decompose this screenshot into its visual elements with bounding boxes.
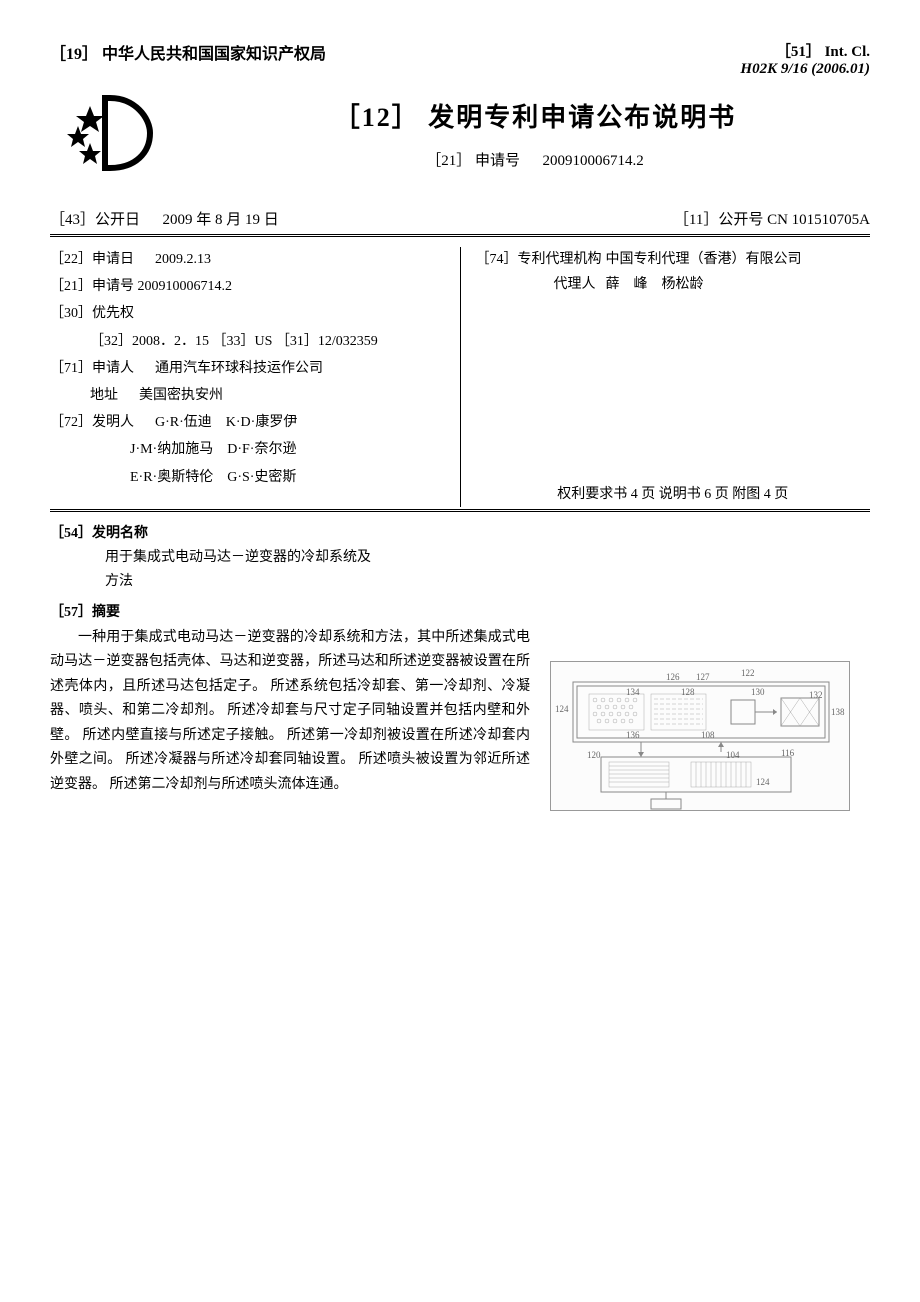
- app-num-value-2: 200910006714.2: [138, 279, 233, 294]
- address-row: 地址 美国密执安州: [50, 383, 445, 408]
- pub-date-value: 2009 年 8 月 19 日: [163, 212, 279, 228]
- biblio-right-column: ［74］专利代理机构 中国专利代理（香港）有限公司 代理人 薛 峰 杨松龄 权利…: [461, 247, 871, 507]
- inventor-row-3: E·R·奥斯特伦 G·S·史密斯: [50, 465, 445, 490]
- divider-bottom: [50, 509, 870, 512]
- invention-title-line1: 用于集成式电动马达－逆变器的冷却系统及: [50, 546, 870, 570]
- section-54-label: ［54］发明名称: [50, 522, 870, 546]
- doc-type-title: 发明专利申请公布说明书: [428, 103, 736, 132]
- section-54: ［54］发明名称 用于集成式电动马达－逆变器的冷却系统及 方法: [50, 522, 870, 593]
- fig-label-136: 136: [626, 730, 640, 740]
- biblio-left-column: ［22］申请日 2009.2.13 ［21］申请号 200910006714.2…: [50, 247, 460, 507]
- inventor-label: ［72］发明人: [50, 415, 134, 430]
- sipo-logo: [50, 88, 170, 178]
- priority-32: ［32］2008．2．15: [90, 334, 209, 349]
- header-row: ［19］ 中华人民共和国国家知识产权局 ［51］ Int. Cl. H02K 9…: [50, 40, 870, 78]
- pub-date-label: ［43］公开日: [50, 212, 140, 228]
- filing-date-label: ［22］申请日: [50, 252, 134, 267]
- int-cl-label: ［51］ Int. Cl.: [740, 40, 870, 61]
- page-counts: 权利要求书 4 页 说明书 6 页 附图 4 页: [476, 442, 871, 507]
- section-57: ［57］摘要 一种用于集成式电动马达－逆变器的冷却系统和方法，其中所述集成式电动…: [50, 601, 870, 811]
- publication-row: ［43］公开日 2009 年 8 月 19 日 ［11］公开号 CN 10151…: [50, 208, 870, 229]
- section-57-label: ［57］摘要: [50, 601, 530, 626]
- inventors-1: G·R·伍迪 K·D·康罗伊: [155, 415, 297, 430]
- authority-code: ［19］: [50, 46, 98, 63]
- agency-label: ［74］专利代理机构: [476, 247, 606, 272]
- fig-label-126: 126: [666, 672, 680, 682]
- priority-31: ［31］12/032359: [276, 334, 378, 349]
- applicant-row: ［71］申请人 通用汽车环球科技运作公司: [50, 356, 445, 381]
- patent-figure: 122 126 127 134 128 130 132 138 124 136 …: [550, 661, 850, 811]
- pub-number-value: CN 101510705A: [767, 212, 870, 228]
- app-num-label-2: ［21］申请号: [50, 279, 134, 294]
- inventors-2: J·M·纳加施马 D·F·奈尔逊: [130, 442, 296, 457]
- agent-label: 代理人: [476, 272, 606, 297]
- figure-container: 122 126 127 134 128 130 132 138 124 136 …: [550, 601, 870, 811]
- app-num-value: 200910006714.2: [543, 153, 644, 169]
- pub-date: ［43］公开日 2009 年 8 月 19 日: [50, 208, 279, 229]
- fig-label-124b: 124: [756, 777, 770, 787]
- fig-label-127: 127: [696, 672, 710, 682]
- classification-block: ［51］ Int. Cl. H02K 9/16 (2006.01): [740, 40, 870, 78]
- priority-label-row: ［30］优先权: [50, 301, 445, 326]
- filing-date-value: 2009.2.13: [155, 252, 211, 267]
- agency-row: ［74］专利代理机构 中国专利代理（香港）有限公司: [476, 247, 871, 272]
- fig-label-108: 108: [701, 730, 715, 740]
- priority-label: ［30］优先权: [50, 306, 134, 321]
- abstract-column: ［57］摘要 一种用于集成式电动马达－逆变器的冷却系统和方法，其中所述集成式电动…: [50, 601, 550, 811]
- inventor-row-1: ［72］发明人 G·R·伍迪 K·D·康罗伊: [50, 410, 445, 435]
- logo-title-row: ［12］ 发明专利申请公布说明书 ［21］ 申请号 200910006714.2: [50, 88, 870, 178]
- app-num-row: ［21］申请号 200910006714.2: [50, 274, 445, 299]
- pub-number: ［11］公开号 CN 101510705A: [674, 208, 870, 229]
- inventors-3: E·R·奥斯特伦 G·S·史密斯: [130, 470, 296, 485]
- fig-label-120: 120: [587, 750, 601, 760]
- title-section: ［12］ 发明专利申请公布说明书 ［21］ 申请号 200910006714.2: [200, 97, 870, 170]
- abstract-body: 一种用于集成式电动马达－逆变器的冷却系统和方法，其中所述集成式电动马达－逆变器包…: [50, 626, 530, 798]
- doc-type-code: ［12］: [334, 103, 420, 132]
- address-label: 地址: [90, 388, 118, 403]
- divider-top: [50, 234, 870, 237]
- authority-name: ［19］ 中华人民共和国国家知识产权局: [50, 40, 326, 64]
- document-type-title: ［12］ 发明专利申请公布说明书: [200, 97, 870, 134]
- application-number-row: ［21］ 申请号 200910006714.2: [200, 149, 870, 170]
- invention-title-line2: 方法: [50, 570, 870, 594]
- agent-value: 薛 峰 杨松龄: [606, 272, 704, 297]
- fig-label-104: 104: [726, 750, 740, 760]
- priority-33: ［33］US: [213, 334, 273, 349]
- fig-label-132: 132: [809, 690, 823, 700]
- address-value: 美国密执安州: [139, 388, 223, 403]
- classification-code: H02K 9/16 (2006.01): [740, 61, 870, 78]
- fig-label-138: 138: [831, 707, 845, 717]
- filing-date-row: ［22］申请日 2009.2.13: [50, 247, 445, 272]
- app-num-label: ［21］ 申请号: [426, 153, 520, 169]
- applicant-label: ［71］申请人: [50, 361, 134, 376]
- authority-text: 中华人民共和国国家知识产权局: [102, 46, 326, 63]
- fig-label-116: 116: [781, 748, 794, 758]
- bibliographic-container: ［22］申请日 2009.2.13 ［21］申请号 200910006714.2…: [50, 247, 870, 507]
- fig-label-122: 122: [741, 668, 755, 678]
- agency-value: 中国专利代理（香港）有限公司: [606, 247, 802, 272]
- fig-label-134: 134: [626, 687, 640, 697]
- fig-label-130: 130: [751, 687, 765, 697]
- applicant-value: 通用汽车环球科技运作公司: [155, 361, 323, 376]
- pub-number-label: ［11］公开号: [674, 212, 763, 228]
- priority-detail-row: ［32］2008．2．15 ［33］US ［31］12/032359: [50, 329, 445, 354]
- fig-label-124: 124: [555, 704, 569, 714]
- inventor-row-2: J·M·纳加施马 D·F·奈尔逊: [50, 437, 445, 462]
- fig-label-128: 128: [681, 687, 695, 697]
- agent-row: 代理人 薛 峰 杨松龄: [476, 272, 871, 297]
